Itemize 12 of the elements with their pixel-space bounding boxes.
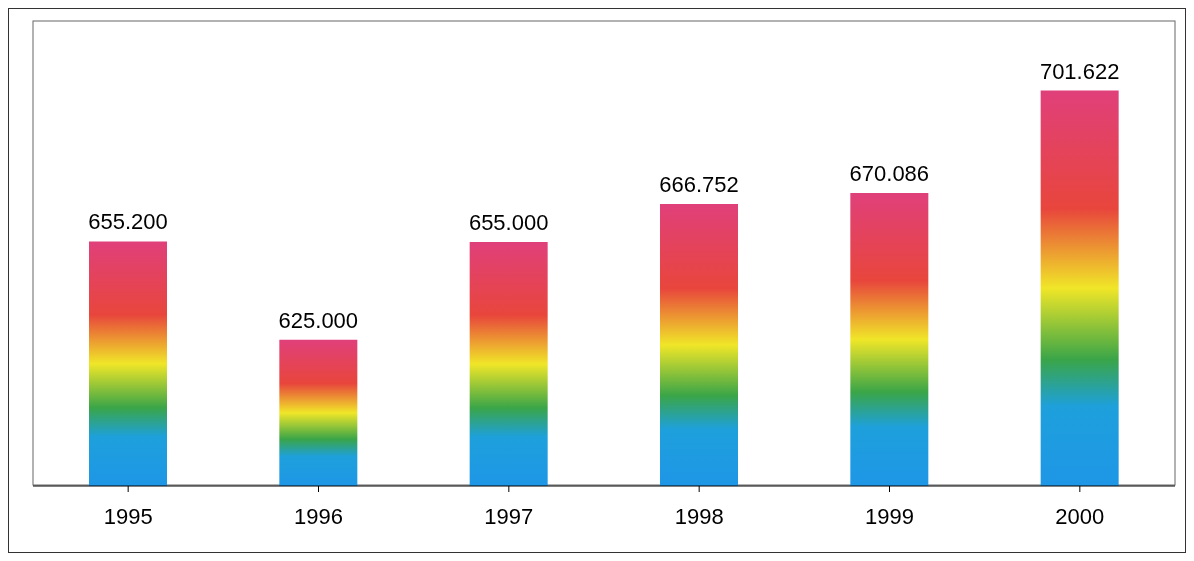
data-label: 655.200 xyxy=(88,209,168,235)
x-tick-label: 1998 xyxy=(674,503,724,529)
x-tick-label: 1995 xyxy=(103,503,153,529)
x-tick-label: 1999 xyxy=(865,503,914,529)
x-tick-label: 2000 xyxy=(1055,503,1105,529)
data-label: 701.622 xyxy=(1039,58,1120,84)
x-tick-label: 1996 xyxy=(294,503,343,529)
data-label: 625.000 xyxy=(278,307,359,333)
data-label: 670.086 xyxy=(849,161,930,187)
x-tick-label: 1997 xyxy=(484,503,534,529)
data-label: 666.752 xyxy=(659,171,739,197)
data-label: 655.000 xyxy=(468,210,549,236)
